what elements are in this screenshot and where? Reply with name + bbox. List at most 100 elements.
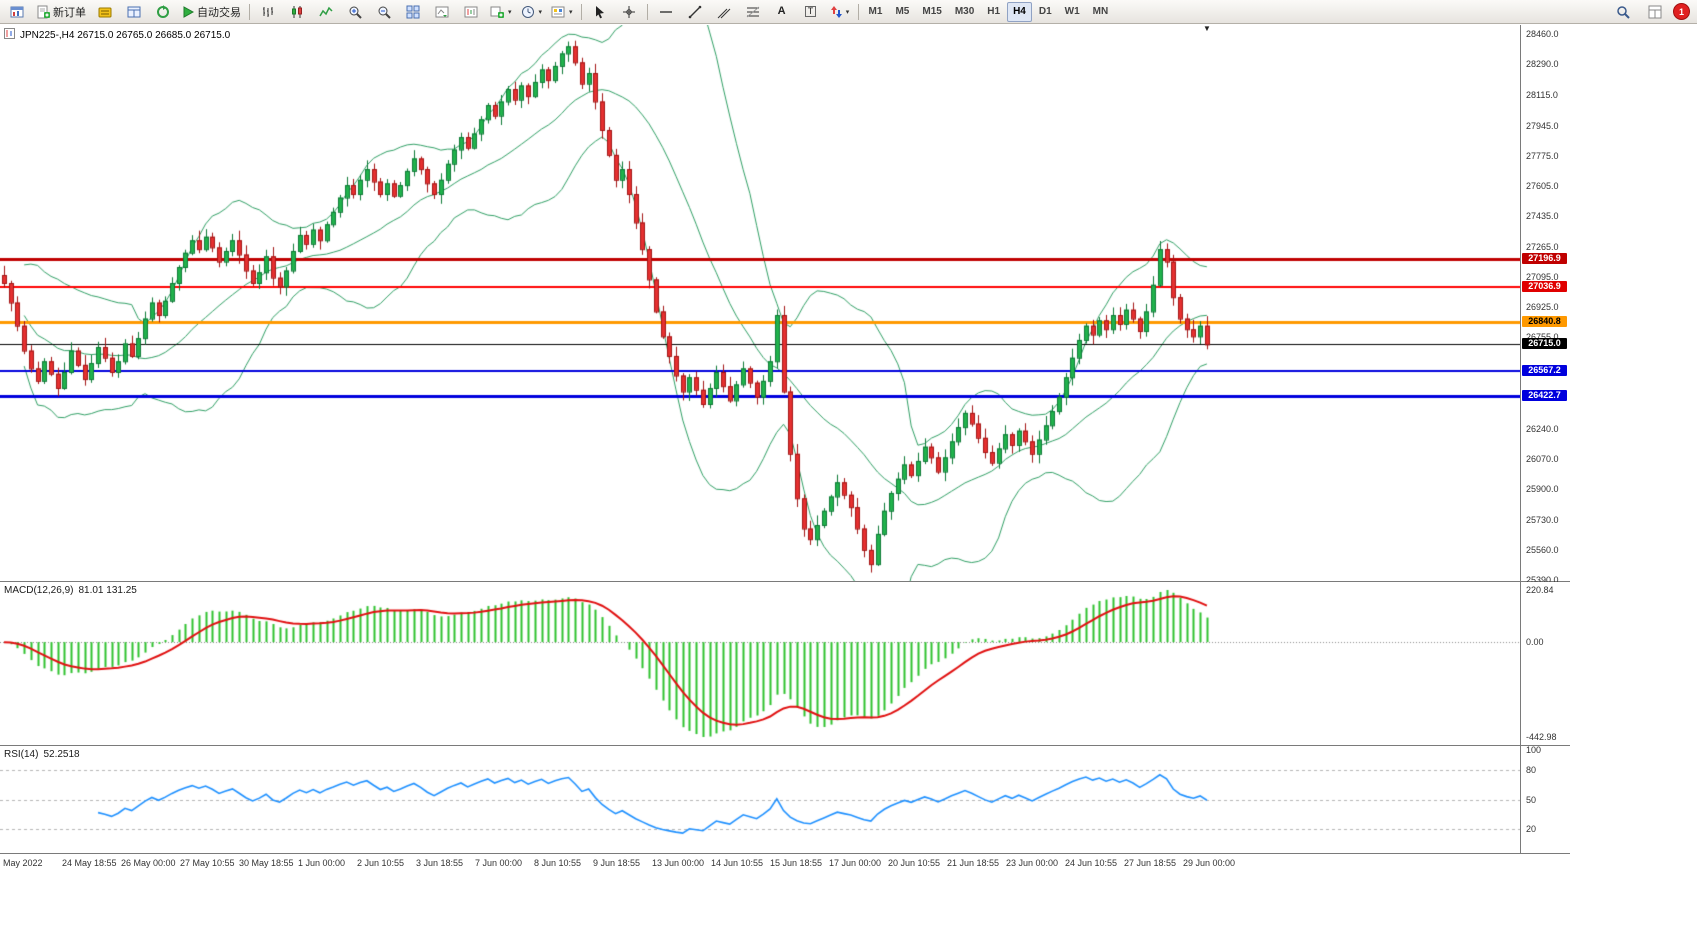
time-axis-label: 30 May 18:55 <box>239 858 294 868</box>
time-axis-label: 3 Jun 18:55 <box>416 858 464 868</box>
time-axis-label: 2 Jun 10:55 <box>357 858 405 868</box>
macd-axis-min: -442.98 <box>1526 732 1557 742</box>
timeframe-m5[interactable]: M5 <box>895 6 910 17</box>
chart-window: JPN225-,H4 26715.0 26765.0 26685.0 26715… <box>0 24 1570 877</box>
layout-icon <box>1648 5 1662 19</box>
pane-splitter[interactable] <box>0 579 1570 583</box>
cursor-button[interactable] <box>586 1 614 23</box>
time-axis-label: 13 Jun 00:00 <box>652 858 705 868</box>
timeframe-h4[interactable]: H4 <box>1007 1 1032 22</box>
macd-indicator-name: MACD(12,26,9) <box>4 585 74 596</box>
price-axis-label: 26070.0 <box>1526 454 1559 465</box>
timeframe-m15[interactable]: M15 <box>922 6 942 17</box>
zoom-out-icon <box>377 5 391 19</box>
notification-badge[interactable]: 1 <box>1673 3 1690 20</box>
price-level-tag: 26715.0 <box>1522 338 1567 350</box>
text-icon: A <box>777 5 786 17</box>
pane-splitter[interactable] <box>0 743 1570 747</box>
timeframe-mn[interactable]: MN <box>1092 6 1109 17</box>
chart-window-icon <box>10 5 24 19</box>
timeframe-h1[interactable]: H1 <box>987 6 1001 17</box>
trendline-button[interactable] <box>681 1 709 23</box>
new-order-label: 新订单 <box>53 6 86 19</box>
separator <box>249 3 250 20</box>
macd-axis-max: 220.84 <box>1526 585 1554 595</box>
crosshair-icon <box>622 5 636 19</box>
candlestick-chart-button[interactable] <box>283 1 311 23</box>
channel-button[interactable] <box>710 1 738 23</box>
fibonacci-icon <box>746 5 760 19</box>
new-order-button[interactable]: 新订单 <box>32 1 90 23</box>
chart-shift-marker[interactable]: ▼ <box>1203 24 1211 33</box>
data-window-button[interactable] <box>120 1 148 23</box>
timeframe-w1[interactable]: W1 <box>1064 6 1080 17</box>
horizontal-line-icon <box>659 5 673 19</box>
horizontal-line-button[interactable] <box>652 1 680 23</box>
auto-scroll-button[interactable] <box>428 1 456 23</box>
chart-shift-icon <box>464 5 478 19</box>
price-axis-label: 27435.0 <box>1526 211 1559 222</box>
chevron-down-icon: ▾ <box>508 8 512 16</box>
tile-windows-button[interactable] <box>399 1 427 23</box>
rsi-canvas[interactable] <box>0 746 1520 853</box>
zoom-out-button[interactable] <box>370 1 398 23</box>
separator <box>857 3 859 20</box>
chart-shift-button[interactable] <box>457 1 485 23</box>
timeframe-d1[interactable]: D1 <box>1038 6 1052 17</box>
market-watch-button[interactable] <box>91 1 119 23</box>
clock-icon <box>521 5 535 19</box>
text-label-icon: T <box>804 6 817 17</box>
search-icon <box>1616 5 1630 19</box>
time-axis-label: 9 Jun 18:55 <box>593 858 641 868</box>
layout-button[interactable] <box>1641 1 1669 23</box>
separator <box>580 3 582 20</box>
add-chart-icon <box>490 5 504 19</box>
new-chart-button[interactable]: ▾ <box>486 1 516 23</box>
fibonacci-button[interactable] <box>739 1 767 23</box>
price-axis-label: 27775.0 <box>1526 150 1559 161</box>
text-button[interactable]: A <box>768 1 796 23</box>
rsi-axis-50: 50 <box>1526 794 1537 805</box>
data-window-icon <box>127 5 141 19</box>
price-axis-label: 27945.0 <box>1526 120 1559 131</box>
time-axis-label: 24 May 18:55 <box>62 858 117 868</box>
time-axis[interactable]: May 2022 24 May 18:55 26 May 00:00 27 May 1… <box>0 854 1570 876</box>
crosshair-button[interactable] <box>615 1 643 23</box>
timeframe-m1[interactable]: M1 <box>868 6 883 17</box>
cursor-icon <box>593 5 606 19</box>
arrows-icon <box>830 5 842 18</box>
search-button[interactable] <box>1609 1 1637 23</box>
period-selector-button[interactable]: ▾ <box>517 1 547 23</box>
rsi-axis-100: 100 <box>1526 745 1542 755</box>
line-chart-button[interactable] <box>312 1 340 23</box>
price-axis-label: 27095.0 <box>1526 271 1559 282</box>
text-label-button[interactable]: T <box>797 1 825 23</box>
macd-canvas[interactable] <box>0 582 1520 745</box>
price-axis-label: 28460.0 <box>1526 28 1559 39</box>
chart-window-button[interactable] <box>3 1 31 23</box>
timeframe-m30[interactable]: M30 <box>954 6 975 17</box>
toolbar: 新订单 自动交易 ▾ ▾ ▾ <box>0 0 1697 24</box>
zoom-in-button[interactable] <box>341 1 369 23</box>
time-axis-label: 14 Jun 10:55 <box>711 858 764 868</box>
template-button[interactable]: ▾ <box>547 1 577 23</box>
zoom-in-icon <box>348 5 362 19</box>
price-axis: 28460.0 28290.0 28115.0 27945.0 27775.0 27605… <box>1521 25 1569 585</box>
price-chart-canvas[interactable] <box>0 25 1520 581</box>
chevron-down-icon: ▾ <box>538 8 543 16</box>
rsi-axis: 100 80 50 20 <box>1521 745 1569 853</box>
template-icon <box>551 5 565 19</box>
price-axis-label: 25390.0 <box>1526 575 1559 586</box>
axis-frame-line <box>1520 25 1521 854</box>
price-axis-label: 25900.0 <box>1526 484 1559 495</box>
refresh-button[interactable] <box>149 1 177 23</box>
chart-title: JPN225-,H4 26715.0 26765.0 26685.0 26715… <box>4 28 230 42</box>
arrows-button[interactable]: ▾ <box>826 1 854 23</box>
bar-chart-button[interactable] <box>254 1 282 23</box>
price-axis-label: 28115.0 <box>1526 90 1558 101</box>
price-axis-label: 25560.0 <box>1526 544 1559 555</box>
time-axis-label: 7 Jun 00:00 <box>475 858 523 868</box>
price-level-tag: 26422.7 <box>1522 390 1567 402</box>
time-axis-label: 23 Jun 00:00 <box>1006 858 1059 868</box>
auto-trading-button[interactable]: 自动交易 <box>178 1 245 23</box>
